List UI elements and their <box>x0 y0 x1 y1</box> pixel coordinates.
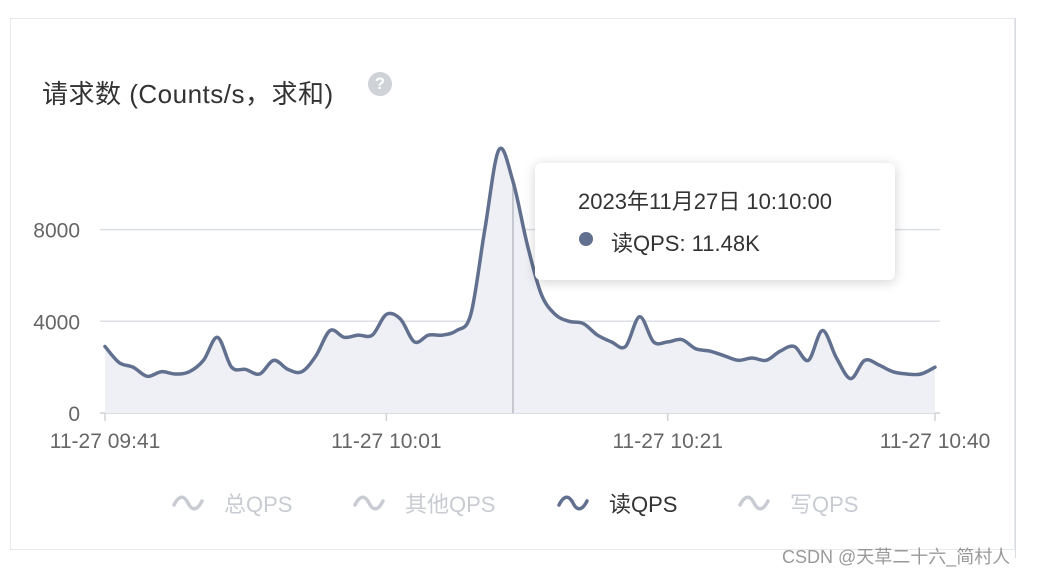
data-point <box>413 340 416 343</box>
panel-scroll-edge <box>1015 18 1016 558</box>
data-point <box>680 338 683 341</box>
data-point <box>652 340 655 343</box>
data-point <box>835 356 838 359</box>
data-point <box>779 350 782 353</box>
y-tick-label: 0 <box>68 403 80 426</box>
data-point <box>737 359 740 362</box>
wave-icon <box>738 495 770 511</box>
legend-item-total-qps[interactable]: 总QPS <box>172 487 292 519</box>
data-point <box>793 345 796 348</box>
data-point <box>919 372 922 375</box>
data-point <box>497 148 500 151</box>
data-point <box>314 354 317 357</box>
data-point <box>694 347 697 350</box>
series-area <box>105 148 935 413</box>
data-point <box>188 370 191 373</box>
data-point <box>371 334 374 337</box>
data-point <box>807 359 810 362</box>
data-point <box>933 366 936 369</box>
data-point <box>722 354 725 357</box>
data-point <box>708 350 711 353</box>
data-point <box>877 363 880 366</box>
chart-legend: 总QPS 其他QPS 读QPS 写QPS <box>0 487 1040 517</box>
data-point <box>891 370 894 373</box>
chart-tooltip: 2023年11月27日 10:10:00 读QPS: 11.48K <box>535 163 895 280</box>
data-point <box>596 334 599 337</box>
y-tick-label: 4000 <box>33 311 80 334</box>
data-point <box>525 242 528 245</box>
data-point <box>638 315 641 318</box>
data-point <box>568 320 571 323</box>
data-point <box>329 329 332 332</box>
data-point <box>286 368 289 371</box>
data-point <box>160 370 163 373</box>
wave-icon <box>172 495 204 511</box>
data-point <box>300 370 303 373</box>
data-point <box>455 329 458 332</box>
wave-icon <box>557 495 589 511</box>
data-point <box>258 372 261 375</box>
legend-label: 其他QPS <box>405 492 496 517</box>
data-point <box>357 334 360 337</box>
data-point <box>511 180 514 183</box>
legend-label: 读QPS <box>609 492 678 517</box>
legend-label: 总QPS <box>224 492 293 517</box>
data-point <box>202 359 205 362</box>
data-point <box>483 228 486 231</box>
data-point <box>540 292 543 295</box>
data-point <box>582 322 585 325</box>
data-point <box>427 334 430 337</box>
x-tick-label: 11-27 09:41 <box>50 430 161 453</box>
x-tick-label: 11-27 10:01 <box>331 430 442 453</box>
question-circle-icon[interactable]: ? <box>368 72 392 96</box>
y-tick-label: 8000 <box>33 220 80 243</box>
data-point <box>849 377 852 380</box>
watermark: CSDN @天草二十六_简村人 <box>782 547 1011 567</box>
data-point <box>230 366 233 369</box>
x-tick-label: 11-27 10:21 <box>612 430 723 453</box>
data-point <box>666 340 669 343</box>
wave-icon <box>353 495 385 511</box>
tooltip-time: 2023年11月27日 10:10:00 <box>578 189 832 214</box>
legend-item-read-qps[interactable]: 读QPS <box>557 487 677 519</box>
data-point <box>146 375 149 378</box>
data-point <box>118 361 121 364</box>
data-point <box>441 334 444 337</box>
data-point <box>624 345 627 348</box>
data-point <box>751 356 754 359</box>
data-point <box>244 368 247 371</box>
data-point <box>863 359 866 362</box>
data-point <box>272 359 275 362</box>
tooltip-series-dot <box>579 232 593 246</box>
data-point <box>132 366 135 369</box>
data-point <box>765 359 768 362</box>
data-point <box>216 336 219 339</box>
data-point <box>905 372 908 375</box>
data-point <box>554 313 557 316</box>
x-tick-label: 11-27 10:40 <box>880 430 991 453</box>
data-point <box>174 372 177 375</box>
tooltip-value: 读QPS: 11.48K <box>611 231 760 256</box>
chart-title: 请求数 (Counts/s，求和) <box>42 79 334 109</box>
legend-item-write-qps[interactable]: 写QPS <box>738 487 858 519</box>
legend-item-other-qps[interactable]: 其他QPS <box>353 487 495 519</box>
series-line-read-qps <box>103 146 937 381</box>
data-point <box>399 317 402 320</box>
data-point <box>343 336 346 339</box>
data-point <box>610 340 613 343</box>
data-point <box>821 329 824 332</box>
legend-label: 写QPS <box>790 492 859 517</box>
data-point <box>103 345 106 348</box>
data-point <box>469 313 472 316</box>
data-point <box>385 313 388 316</box>
